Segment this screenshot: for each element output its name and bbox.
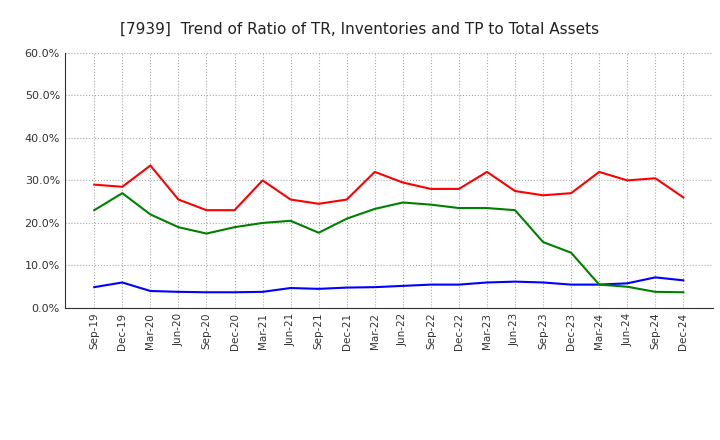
Trade Payables bbox=[623, 284, 631, 290]
Inventories bbox=[258, 289, 267, 294]
Trade Payables bbox=[398, 200, 407, 205]
Trade Payables bbox=[315, 230, 323, 235]
Trade Payables bbox=[426, 202, 435, 207]
Trade Payables bbox=[510, 208, 519, 213]
Trade Payables bbox=[651, 289, 660, 294]
Trade Payables bbox=[230, 224, 239, 230]
Trade Payables bbox=[595, 282, 603, 287]
Trade Payables bbox=[539, 239, 547, 245]
Inventories bbox=[398, 283, 407, 289]
Trade Payables bbox=[482, 205, 491, 211]
Inventories bbox=[371, 285, 379, 290]
Trade Receivables bbox=[623, 178, 631, 183]
Inventories bbox=[202, 290, 211, 295]
Trade Receivables bbox=[539, 193, 547, 198]
Line: Trade Receivables: Trade Receivables bbox=[94, 165, 683, 210]
Line: Trade Payables: Trade Payables bbox=[94, 193, 683, 292]
Inventories bbox=[230, 290, 239, 295]
Trade Receivables bbox=[371, 169, 379, 175]
Trade Receivables bbox=[258, 178, 267, 183]
Trade Receivables bbox=[595, 169, 603, 175]
Trade Receivables bbox=[567, 191, 575, 196]
Trade Receivables bbox=[343, 197, 351, 202]
Inventories bbox=[146, 288, 155, 293]
Trade Receivables bbox=[315, 201, 323, 206]
Inventories bbox=[539, 280, 547, 285]
Inventories bbox=[90, 285, 99, 290]
Trade Payables bbox=[287, 218, 295, 224]
Inventories bbox=[426, 282, 435, 287]
Trade Payables bbox=[343, 216, 351, 221]
Trade Receivables bbox=[146, 163, 155, 168]
Trade Payables bbox=[454, 205, 463, 211]
Trade Payables bbox=[90, 208, 99, 213]
Text: [7939]  Trend of Ratio of TR, Inventories and TP to Total Assets: [7939] Trend of Ratio of TR, Inventories… bbox=[120, 22, 600, 37]
Trade Receivables bbox=[679, 195, 688, 200]
Inventories bbox=[482, 280, 491, 285]
Inventories bbox=[510, 279, 519, 284]
Trade Receivables bbox=[482, 169, 491, 175]
Trade Receivables bbox=[398, 180, 407, 185]
Trade Payables bbox=[567, 250, 575, 255]
Trade Receivables bbox=[510, 188, 519, 194]
Inventories bbox=[651, 275, 660, 280]
Trade Payables bbox=[202, 231, 211, 236]
Trade Receivables bbox=[118, 184, 127, 189]
Line: Inventories: Inventories bbox=[94, 277, 683, 292]
Inventories bbox=[174, 289, 183, 294]
Inventories bbox=[315, 286, 323, 291]
Trade Receivables bbox=[230, 208, 239, 213]
Inventories bbox=[343, 285, 351, 290]
Inventories bbox=[679, 278, 688, 283]
Inventories bbox=[567, 282, 575, 287]
Trade Payables bbox=[146, 212, 155, 217]
Trade Receivables bbox=[202, 208, 211, 213]
Inventories bbox=[454, 282, 463, 287]
Trade Receivables bbox=[651, 176, 660, 181]
Inventories bbox=[287, 286, 295, 291]
Trade Payables bbox=[679, 290, 688, 295]
Inventories bbox=[595, 282, 603, 287]
Inventories bbox=[623, 281, 631, 286]
Trade Receivables bbox=[90, 182, 99, 187]
Trade Receivables bbox=[426, 186, 435, 191]
Trade Payables bbox=[118, 191, 127, 196]
Trade Receivables bbox=[454, 186, 463, 191]
Trade Payables bbox=[371, 206, 379, 212]
Trade Payables bbox=[258, 220, 267, 226]
Trade Receivables bbox=[287, 197, 295, 202]
Trade Payables bbox=[174, 224, 183, 230]
Inventories bbox=[118, 280, 127, 285]
Trade Receivables bbox=[174, 197, 183, 202]
